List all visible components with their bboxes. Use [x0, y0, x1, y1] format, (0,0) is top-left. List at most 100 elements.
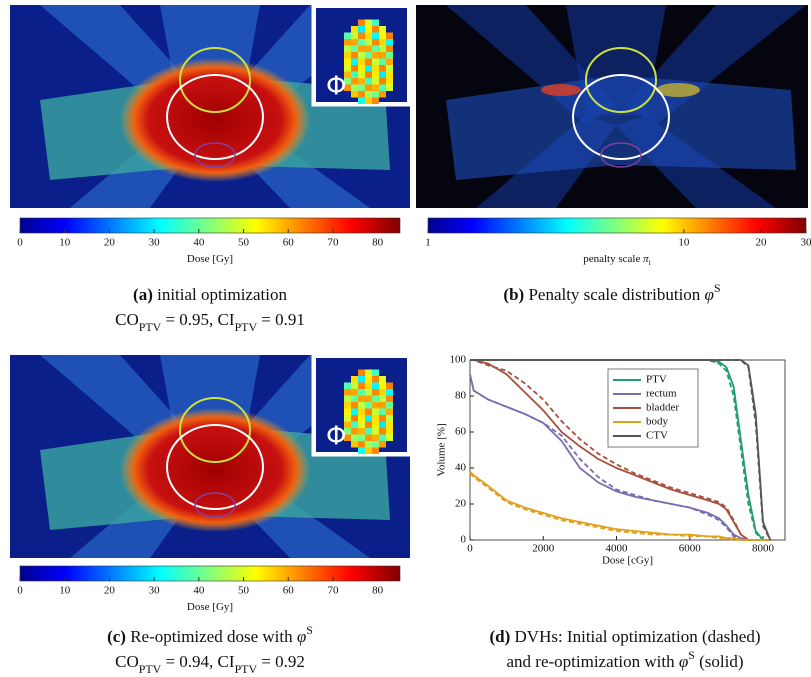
inset-cell: [344, 52, 351, 59]
inset-cell: [372, 395, 379, 402]
inset-cell: [344, 402, 351, 409]
inset-cell: [386, 78, 393, 85]
colorbar-tick-label: 10: [678, 237, 690, 249]
dose-image: Φ: [10, 353, 412, 558]
inset-cell: [351, 58, 358, 65]
inset-cell: [379, 84, 386, 91]
inset-cell: [386, 389, 393, 396]
caption: (d) DVHs: Initial optimization (dashed): [489, 627, 760, 646]
legend-label: body: [646, 416, 669, 428]
inset-label: Φ: [326, 72, 346, 102]
inset-cell: [358, 52, 365, 59]
inset-cell: [365, 52, 372, 59]
text-segment: S: [714, 281, 721, 295]
inset-cell: [351, 408, 358, 415]
caption: (c) Re-optimized dose with φS: [107, 623, 313, 646]
inset-cell: [351, 402, 358, 409]
inset-cell: [379, 45, 386, 52]
dvh-line: [469, 374, 771, 541]
inset-cell: [351, 441, 358, 448]
inset-cell: [372, 91, 379, 98]
inset-cell: [372, 71, 379, 78]
inset-cell: [372, 32, 379, 39]
legend-label: rectum: [646, 388, 677, 400]
caption-label: (d): [489, 627, 510, 646]
inset-cell: [386, 71, 393, 78]
inset-cell: [344, 32, 351, 39]
inset-cell: [386, 395, 393, 402]
inset-cell: [365, 91, 372, 98]
colorbar-tick-label: 20: [104, 237, 116, 249]
inset-cell: [344, 395, 351, 402]
inset-cell: [365, 97, 372, 104]
text-segment: = 0.94, CI: [161, 652, 235, 671]
colorbar-tick-label: 50: [238, 237, 250, 249]
x-tick-label: 8000: [752, 543, 775, 555]
inset-cell: [386, 408, 393, 415]
inset-cell: [344, 428, 351, 435]
colorbar-tick-label: 0: [17, 585, 23, 597]
caption-label: (a): [133, 285, 153, 304]
inset-cell: [351, 78, 358, 85]
colorbar-tick-label: 80: [372, 237, 384, 249]
inset-cell: [365, 441, 372, 448]
inset-cell: [372, 26, 379, 33]
x-axis-label: Dose [cGy]: [602, 555, 653, 567]
inset-cell: [372, 415, 379, 422]
inset-cell: [379, 58, 386, 65]
inset-cell: [386, 52, 393, 59]
bladder-contour: [179, 47, 251, 113]
inset-cell: [372, 376, 379, 383]
colorbar-tick-label: 20: [104, 585, 116, 597]
legend-label: CTV: [646, 430, 668, 442]
inset-cell: [386, 382, 393, 389]
inset-cell: [351, 39, 358, 46]
text-segment: PTV: [139, 320, 162, 334]
inset-cell: [379, 441, 386, 448]
colorbar: [19, 565, 401, 582]
caption-metrics: COPTV = 0.95, CIPTV = 0.91: [115, 310, 305, 334]
inset-cell: [372, 39, 379, 46]
inset-cell: [372, 369, 379, 376]
inset-cell: [351, 45, 358, 52]
inset-cell: [379, 26, 386, 33]
caption-label: (c): [107, 627, 126, 646]
dvh-line: [470, 359, 771, 541]
text-segment: PTV: [139, 662, 162, 676]
text-segment: PTV: [235, 320, 258, 334]
inset-cell: [351, 382, 358, 389]
inset-cell: [365, 421, 372, 428]
rectum-contour: [600, 142, 642, 168]
ptv-contour: [166, 424, 264, 510]
inset-cell: [358, 19, 365, 26]
caption: (b) Penalty scale distribution φS: [503, 281, 720, 304]
inset-cell: [386, 39, 393, 46]
text-segment: Dose [Gy]: [187, 253, 233, 265]
inset-cell: [372, 434, 379, 441]
inset-cell: [351, 415, 358, 422]
inset-cell: [386, 415, 393, 422]
inset-cell: [386, 65, 393, 72]
text-segment: φ: [679, 652, 688, 671]
inset-cell: [379, 52, 386, 59]
inset-cell: [379, 421, 386, 428]
y-axis-label: Volume [%]: [436, 423, 448, 476]
inset-cell: [365, 428, 372, 435]
bladder-contour: [585, 47, 657, 113]
inset-cell: [351, 434, 358, 441]
y-tick-label: 0: [461, 534, 467, 546]
inset-cell: [358, 32, 365, 39]
caption-label: (b): [503, 285, 524, 304]
colorbar-tick-label: 1: [425, 237, 431, 249]
inset-cell: [365, 84, 372, 91]
inset-cell: [379, 65, 386, 72]
inset-cell: [372, 389, 379, 396]
inset-cell: [358, 382, 365, 389]
inset-cell: [344, 45, 351, 52]
inset-cell: [358, 408, 365, 415]
inset-cell: [351, 421, 358, 428]
y-tick-label: 20: [455, 498, 467, 510]
text-segment: CO: [115, 310, 139, 329]
inset-cell: [358, 78, 365, 85]
inset-cell: [372, 65, 379, 72]
